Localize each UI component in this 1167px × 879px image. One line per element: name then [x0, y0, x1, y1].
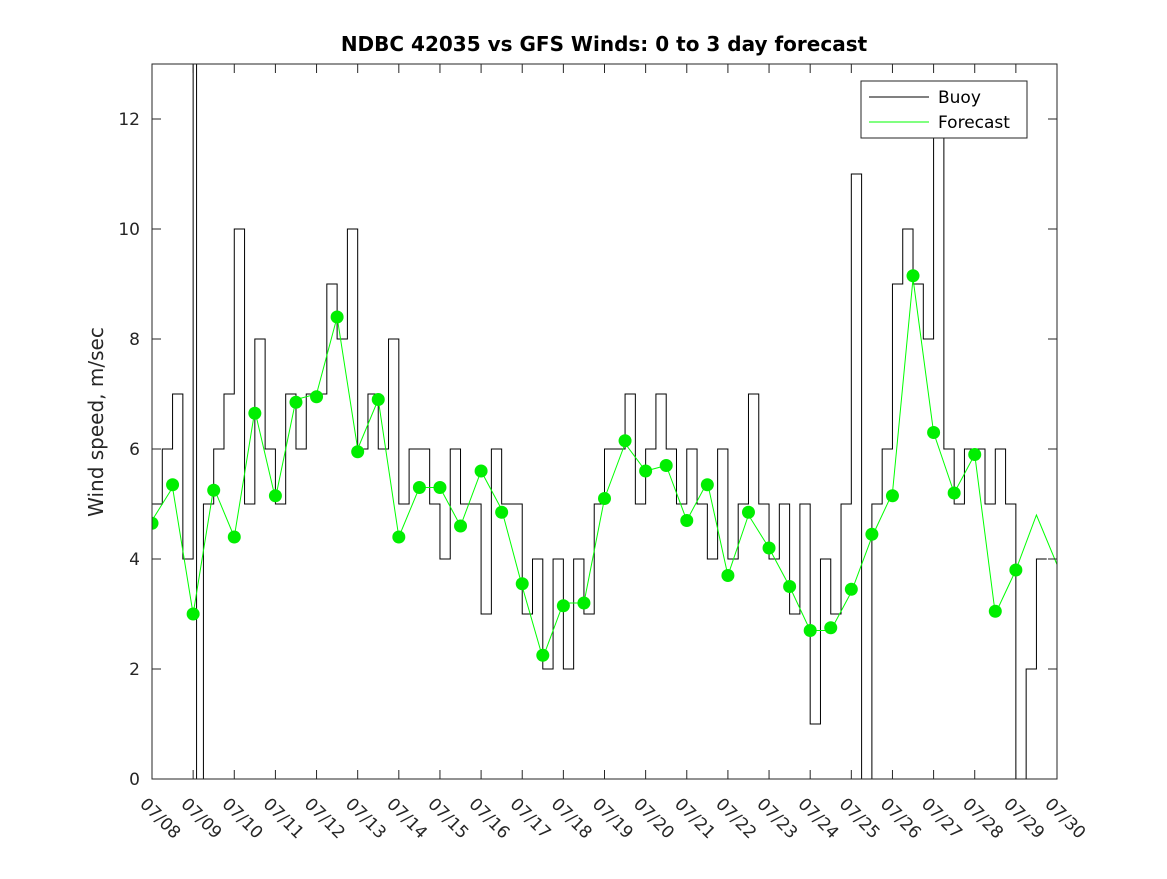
- forecast-marker: [351, 445, 365, 459]
- forecast-marker: [968, 448, 982, 461]
- legend-box: [860, 80, 1028, 139]
- y-tick-label: 4: [129, 550, 140, 570]
- forecast-marker: [310, 390, 324, 404]
- series-buoy-line: [152, 64, 1047, 779]
- y-tick-label: 0: [129, 770, 140, 790]
- forecast-marker: [289, 395, 303, 409]
- forecast-marker: [700, 478, 714, 492]
- forecast-marker: [1009, 563, 1023, 577]
- forecast-marker: [947, 486, 961, 500]
- forecast-marker: [152, 516, 159, 530]
- forecast-marker: [721, 569, 735, 582]
- y-tick-label: 12: [118, 110, 140, 130]
- legend-buoy-label: Buoy: [938, 88, 981, 108]
- forecast-marker: [988, 604, 1002, 618]
- forecast-marker: [248, 406, 262, 420]
- forecast-marker: [577, 596, 591, 610]
- forecast-marker: [906, 269, 920, 283]
- forecast-marker: [412, 481, 426, 494]
- legend: Buoy Forecast: [860, 80, 1028, 139]
- forecast-marker: [803, 624, 817, 637]
- y-tick-label: 6: [129, 440, 140, 460]
- forecast-marker: [741, 505, 755, 519]
- forecast-marker: [659, 459, 673, 472]
- y-tick-label: 8: [129, 330, 140, 350]
- forecast-marker: [166, 478, 180, 492]
- forecast-marker: [268, 489, 282, 503]
- y-tick-label: 2: [129, 660, 140, 680]
- forecast-marker: [618, 434, 632, 448]
- legend-forecast-label: Forecast: [938, 113, 1010, 133]
- forecast-marker: [556, 599, 570, 613]
- forecast-marker: [927, 426, 941, 439]
- forecast-marker: [515, 577, 529, 591]
- chart-title: NDBC 42035 vs GFS Winds: 0 to 3 day fore…: [341, 32, 868, 56]
- forecast-marker: [227, 530, 241, 544]
- forecast-marker: [454, 519, 468, 533]
- forecast-marker: [865, 527, 879, 541]
- forecast-marker: [433, 481, 447, 494]
- forecast-marker: [186, 607, 200, 621]
- forecast-marker: [330, 310, 344, 324]
- forecast-marker: [598, 492, 611, 505]
- forecast-marker: [844, 582, 858, 596]
- forecast-marker: [474, 464, 488, 478]
- forecast-marker: [680, 514, 694, 527]
- plot-area: [152, 64, 1057, 779]
- forecast-marker: [762, 541, 776, 555]
- forecast-marker: [824, 621, 838, 635]
- y-axis-label: Wind speed, m/sec: [84, 327, 108, 517]
- forecast-marker: [207, 483, 221, 497]
- forecast-marker: [639, 464, 653, 478]
- forecast-marker: [783, 580, 797, 593]
- forecast-marker: [885, 489, 899, 503]
- forecast-marker: [495, 505, 509, 519]
- plot-clip-group: [152, 64, 1057, 779]
- y-tick-label: 10: [118, 220, 140, 240]
- forecast-marker: [371, 393, 385, 406]
- forecast-marker: [536, 648, 550, 662]
- forecast-marker: [392, 530, 406, 544]
